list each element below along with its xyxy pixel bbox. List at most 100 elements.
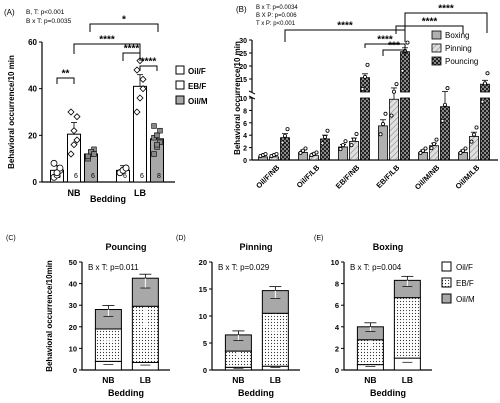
panel-e-legend-label: Oil/F: [456, 263, 473, 272]
panel-a-stat-1: B, T: p<0.001: [26, 9, 65, 16]
panel-b-data-point: [340, 143, 345, 148]
panel-a-n-label: 8: [157, 173, 161, 180]
panel-b-data-point: [434, 137, 439, 142]
panel-b-data-point: [431, 141, 436, 146]
panel-b-data-point: [383, 111, 388, 116]
panel-a-label: (A): [4, 8, 15, 17]
panel-e-legend-label: Oil/M: [456, 295, 475, 304]
panel-b-data-point: [263, 152, 268, 157]
panel-b-axis-break: [248, 90, 256, 95]
panel-b-data-point: [460, 148, 465, 153]
panel-c-label: (C): [6, 235, 16, 242]
panel-a-sig-2-stars: ****: [99, 35, 115, 46]
panel-b-ytick-label: 25: [239, 51, 247, 58]
panel-b-legend-swatch: [431, 43, 442, 53]
panel-a-data-point: [73, 136, 81, 144]
panel-e-label: (E): [314, 235, 323, 242]
panel-b-data-point: [405, 40, 410, 45]
panel-d-title: Pinning: [240, 242, 273, 252]
panel-a-data-point: [70, 141, 78, 149]
panel-b-category: EB/F/NB: [334, 163, 362, 191]
panel-a-legend-swatch: [175, 65, 185, 75]
panel-a-sig-1-stars: **: [62, 69, 70, 80]
panel-c-ylabel: Behavioral occurrence/10min: [45, 260, 54, 372]
panel-a-sig-4-stars: ****: [124, 44, 140, 55]
panel-a-data-point: [157, 127, 163, 134]
panel-b-data-point: [362, 74, 367, 79]
panel-b-data-point: [360, 87, 365, 92]
panel-b-ytick-label: 8: [243, 108, 247, 115]
panel-e-category: NB: [364, 375, 376, 385]
panel-a-data-point: [151, 123, 157, 129]
panel-c-title: Pouncing: [106, 242, 147, 252]
panel-a-data-point: [151, 151, 157, 157]
panel-d-xlabel: Bedding: [238, 388, 274, 398]
panel-b-data-point: [338, 147, 343, 152]
panel-b-data-point: [325, 128, 330, 133]
panel-a-category: LB: [134, 188, 146, 198]
panel-e-title: Boxing: [373, 242, 404, 252]
panel-b-data-point: [440, 118, 445, 123]
panel-e-ytick-label: 10: [331, 258, 339, 267]
panel-b-data-point: [423, 146, 428, 151]
panel-b-category: Oil/F/NB: [254, 163, 282, 191]
panel-b-legend-label: Boxing: [445, 31, 469, 40]
panel-c-ytick-label: 20: [69, 323, 77, 332]
panel-b-stat-3: T x P: p<0.001: [256, 21, 296, 27]
panel-b-sig-1-stars: ****: [337, 21, 353, 32]
panel-b-ytick-label: 6: [243, 121, 247, 128]
panel-b-sig-4-bracket: [382, 49, 406, 56]
panel-d-ytick-label: 20: [199, 258, 207, 267]
panel-e-ytick-label: 4: [335, 323, 340, 332]
panel-b-sig-1-bracket: [284, 29, 406, 42]
panel-a-n-label: 6: [140, 173, 144, 180]
panel-b-data-point: [469, 139, 474, 144]
panel-b-data-point: [463, 146, 468, 151]
panel-b-label: (B): [236, 5, 247, 14]
panel-b-ytick-label: 30: [239, 38, 247, 45]
panel-b-legend-swatch: [431, 30, 442, 40]
panel-b-stat-2: B X P: p=0.006: [256, 13, 297, 19]
panel-b-bar: [378, 125, 388, 161]
panel-b-ytick-label: 4: [243, 133, 247, 140]
panel-b-ylabel: Behavioral occurrence/10 min: [233, 41, 242, 155]
panel-b-data-point: [303, 146, 308, 151]
panel-d-stat: B x T: p=0.029: [218, 263, 270, 272]
panel-b-data-point: [298, 150, 303, 155]
panel-c-xlabel: Bedding: [108, 388, 144, 398]
panel-b-data-point: [474, 125, 479, 130]
panel-e-ytick-label: 8: [335, 280, 339, 289]
panel-a-legend-label: Oil/M: [188, 97, 208, 106]
panel-a-sig-2-bracket: [73, 43, 141, 54]
panel-b-data-point: [343, 139, 348, 144]
panel-a-sig-5-stars: ****: [141, 57, 157, 68]
panel-d-label: (D): [176, 235, 186, 242]
panel-e-xlabel: Bedding: [370, 388, 406, 398]
panel-a-category: NB: [68, 188, 81, 198]
panel-b-data-point: [314, 150, 319, 155]
panel-e-ytick-label: 0: [335, 366, 339, 375]
panel-a-sig-1-bracket: [56, 77, 75, 84]
panel-b-data-point: [365, 62, 370, 67]
panel-a-data-point: [67, 108, 75, 116]
panel-b-legend-label: Pinning: [445, 44, 472, 53]
panel-e-ytick-label: 6: [335, 301, 339, 310]
panel-a-data-point: [154, 141, 160, 148]
panel-c-ytick-label: 10: [69, 344, 77, 353]
panel-b-data-point: [394, 82, 399, 87]
panel-a-sig-3-stars: *: [122, 15, 126, 26]
panel-b-data-point: [285, 127, 290, 132]
panel-b-stat-1: B x T: p=0.0034: [256, 5, 298, 11]
panel-a-n-label: 6: [74, 173, 78, 180]
panel-a-data-point: [139, 75, 147, 83]
panel-b-legend-swatch: [431, 56, 442, 66]
panel-b-data-point: [320, 141, 325, 146]
panel-b-data-point: [322, 135, 327, 140]
panel-b-data-point: [485, 71, 490, 76]
panel-a-data-point: [91, 151, 97, 157]
panel-b-data-point: [420, 148, 425, 153]
panel-e-ytick-label: 2: [335, 344, 339, 353]
panel-c-category: LB: [140, 375, 151, 385]
panel-b-ytick-label: 10: [239, 96, 247, 103]
panel-b-sig-5-bracket: [395, 25, 464, 34]
